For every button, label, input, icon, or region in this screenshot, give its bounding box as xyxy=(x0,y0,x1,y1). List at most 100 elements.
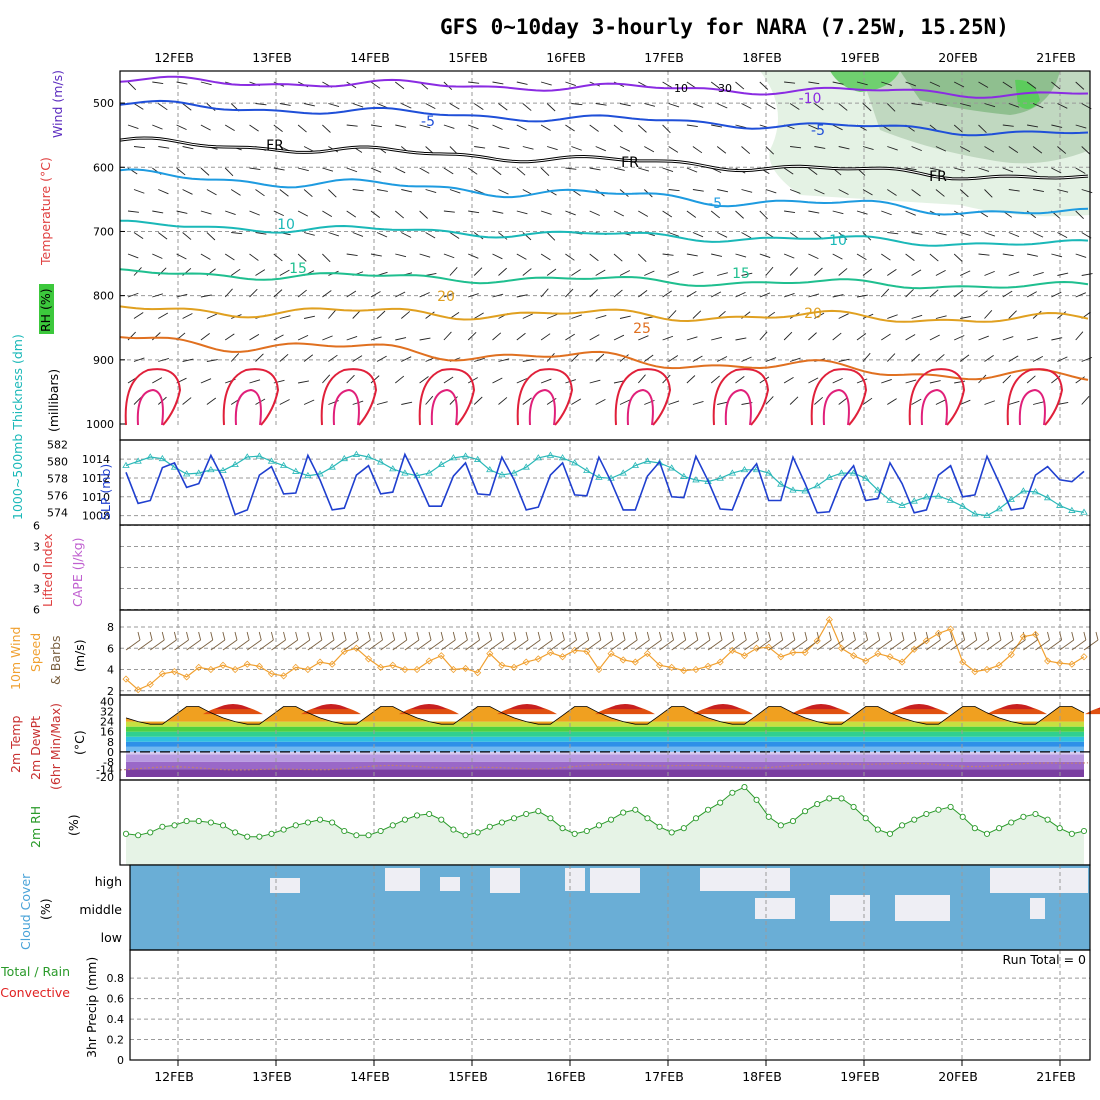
upper-wind-barb xyxy=(662,210,673,218)
upper-wind-barb xyxy=(328,354,338,362)
wind-barb-flag xyxy=(137,631,141,641)
slp-tick-label: 1008 xyxy=(82,510,110,523)
upper-wind-barb xyxy=(419,124,431,129)
contour-minus10 xyxy=(119,75,1089,99)
thickness-point xyxy=(376,458,385,465)
upper-wind-barb xyxy=(546,268,557,276)
wind-barb-flag xyxy=(877,631,881,641)
wind-speed-point xyxy=(328,660,336,668)
upper-wind-barb xyxy=(401,356,412,362)
wind-speed-point xyxy=(1056,659,1064,667)
precip-ylabel-main: 3hr Precip (mm) xyxy=(84,957,99,1058)
slp-series xyxy=(122,450,1088,519)
wind-speed-point xyxy=(437,652,445,660)
wind-speed-point xyxy=(510,663,518,671)
date-label-bottom: 20FEB xyxy=(938,1069,978,1084)
cloud-clear-block xyxy=(895,895,950,921)
upper-wind-barb xyxy=(376,189,388,192)
wind-barb-flag xyxy=(901,631,905,641)
upper-wind-barb xyxy=(716,356,728,362)
thickness-point xyxy=(352,450,361,457)
upper-wind-barb xyxy=(133,189,145,194)
wind-barb-flag xyxy=(331,631,335,641)
upper-wind-barb xyxy=(297,334,309,341)
upper-wind-barb xyxy=(492,124,503,130)
upper-wind-barb xyxy=(230,353,240,362)
contour-label-fr-c: FR xyxy=(929,169,947,185)
upper-wind-barb xyxy=(887,146,898,151)
wind-barb-flag xyxy=(452,631,456,641)
upper-wind-barb xyxy=(346,335,358,341)
wind-barb-flag xyxy=(561,631,565,641)
upper-wind-barb xyxy=(322,374,331,384)
wind-barb xyxy=(780,639,796,651)
thickness-tick-label: 574 xyxy=(47,506,68,519)
thickness-point xyxy=(122,461,130,468)
upper-wind-barb xyxy=(911,314,923,319)
wind-barb-flag xyxy=(501,631,505,641)
upper-wind-barb xyxy=(370,291,381,298)
upper-wind-barb xyxy=(158,103,168,111)
upper-wind-barb xyxy=(692,355,703,362)
wind-barb xyxy=(926,639,941,651)
wind-barb-flag xyxy=(295,631,299,641)
upper-wind-barb xyxy=(929,81,941,87)
contour-35-loop xyxy=(822,388,850,426)
thickness-point xyxy=(655,459,664,466)
upper-wind-barb xyxy=(224,167,234,177)
contour-label-15-a: 15 xyxy=(289,261,307,277)
upper-wind-barb xyxy=(516,378,528,384)
temp-tick-label: -8 xyxy=(103,756,114,769)
contour-30-loop xyxy=(320,368,378,426)
cloud-level-low: low xyxy=(101,930,122,945)
upper-wind-barb xyxy=(613,167,625,171)
wind-speed-point xyxy=(971,668,979,676)
thickness-point xyxy=(401,469,409,476)
thickness-point xyxy=(437,460,445,468)
upper-wind-barb xyxy=(540,378,552,384)
wind-barb xyxy=(525,639,541,651)
thickness-point xyxy=(934,492,943,499)
rh2m-point xyxy=(377,827,384,835)
upper-wind-barb xyxy=(303,354,314,362)
rh2m-point xyxy=(777,822,784,829)
temp-band xyxy=(126,731,1084,737)
upper-wind-barb xyxy=(668,400,680,405)
wind-speed-point xyxy=(692,665,700,674)
contour-label-fr-b: FR xyxy=(621,155,639,171)
rh2m-point xyxy=(535,808,542,815)
precip-run-total: Run Total = 0 xyxy=(1002,952,1086,967)
upper-wind-barb xyxy=(279,399,290,405)
wind-speed-point xyxy=(389,661,397,669)
rh-label-30: 30 xyxy=(718,82,732,95)
rh2m-point xyxy=(923,810,930,818)
wind-speed-point xyxy=(789,648,797,657)
upper-wind-barb xyxy=(735,253,747,258)
wind-barb xyxy=(683,639,699,651)
upper-wind-barb xyxy=(832,81,844,85)
upper-wind-barb xyxy=(953,81,965,88)
rh2m-point xyxy=(729,789,736,796)
upper-wind-barb xyxy=(468,293,479,298)
upper-wind-barb xyxy=(1057,232,1068,239)
rh2m-point xyxy=(911,816,918,823)
upper-wind-barb xyxy=(206,313,218,319)
upper-wind-barb xyxy=(881,210,892,216)
upper-wind-barb xyxy=(1051,337,1063,341)
rh2m-point xyxy=(886,830,894,837)
wind-speed-point xyxy=(704,662,712,670)
upper-wind-barb xyxy=(467,332,477,341)
upper-wind-barb xyxy=(249,333,260,341)
wind-speed-point xyxy=(207,665,215,674)
rh2m-point xyxy=(547,815,554,822)
upper-wind-barb xyxy=(887,398,897,405)
upper-wind-barb xyxy=(152,377,163,384)
upper-wind-barb xyxy=(571,146,582,151)
wind-speed-point xyxy=(425,657,433,665)
upper-wind-barb xyxy=(1051,167,1062,174)
rh2m-point xyxy=(644,815,651,822)
contour-label-15-b: 15 xyxy=(732,266,750,282)
upper-wind-barb xyxy=(717,103,728,109)
upper-wind-barb xyxy=(1075,81,1085,90)
upper-wind-barb xyxy=(741,103,752,109)
